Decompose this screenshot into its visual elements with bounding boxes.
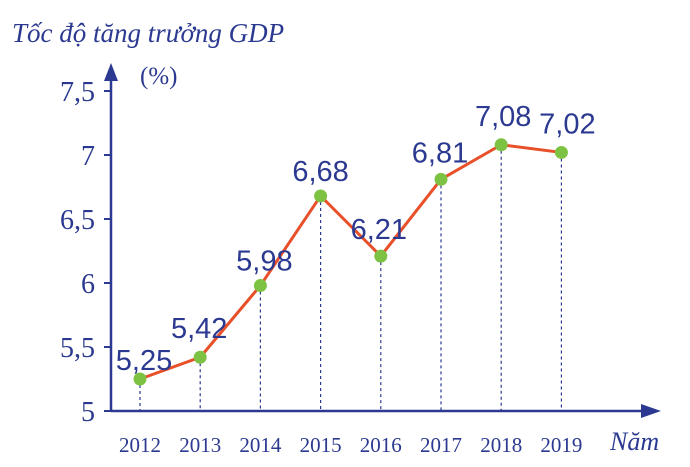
x-tick-label: 2017: [420, 433, 462, 457]
gdp-series: [139, 143, 562, 381]
x-axis-arrowhead: [641, 404, 661, 418]
data-label: 6,81: [412, 137, 468, 169]
chart-axes: [104, 63, 661, 418]
y-axis-arrowhead: [104, 63, 118, 81]
x-tick-label: 2018: [480, 433, 522, 457]
y-tick-labels: 5 5,5 6 6,5 7 7,5: [60, 77, 95, 428]
vertical-guide-lines: [139, 144, 563, 411]
x-tick-label: 2012: [119, 433, 161, 457]
data-point: [494, 138, 508, 152]
gdp-series-line: [139, 143, 562, 381]
y-axis-unit-label: (%): [140, 63, 177, 90]
y-tick-label: 7,5: [60, 77, 95, 108]
y-tick-label: 5,5: [60, 333, 95, 364]
data-label: 7,08: [475, 101, 531, 133]
x-tick-label: 2019: [540, 433, 582, 457]
data-label: 7,02: [539, 108, 595, 140]
data-value-labels: 5,255,42 5,98 6,686,21 6,817,08 7,02: [116, 101, 596, 377]
data-point: [193, 350, 207, 364]
y-tick-label: 5: [81, 397, 95, 428]
data-point: [434, 172, 448, 186]
data-point: [253, 279, 267, 293]
data-label: 5,98: [236, 246, 292, 278]
y-tick-label: 6,5: [60, 205, 95, 236]
x-tick-labels: 2012 2013 2014 2015 2016 2017 2018 2019: [119, 433, 582, 457]
data-point: [133, 372, 147, 386]
data-point: [314, 189, 328, 203]
data-point-markers: [133, 138, 568, 386]
x-tick-label: 2015: [300, 433, 342, 457]
data-point: [374, 249, 388, 263]
x-tick-label: 2013: [179, 433, 221, 457]
x-axis-label: Năm: [609, 427, 659, 456]
data-point: [554, 145, 568, 159]
y-tick-label: 7: [81, 141, 95, 172]
chart-title: Tốc độ tăng trưởng GDP: [12, 18, 284, 48]
data-label: 5,25: [116, 345, 172, 377]
x-tick-label: 2014: [239, 433, 282, 457]
data-label: 6,21: [351, 214, 407, 246]
data-label: 5,42: [171, 313, 227, 345]
x-tick-label: 2016: [360, 433, 402, 457]
data-label: 6,68: [292, 156, 348, 188]
y-tick-label: 6: [81, 269, 95, 300]
